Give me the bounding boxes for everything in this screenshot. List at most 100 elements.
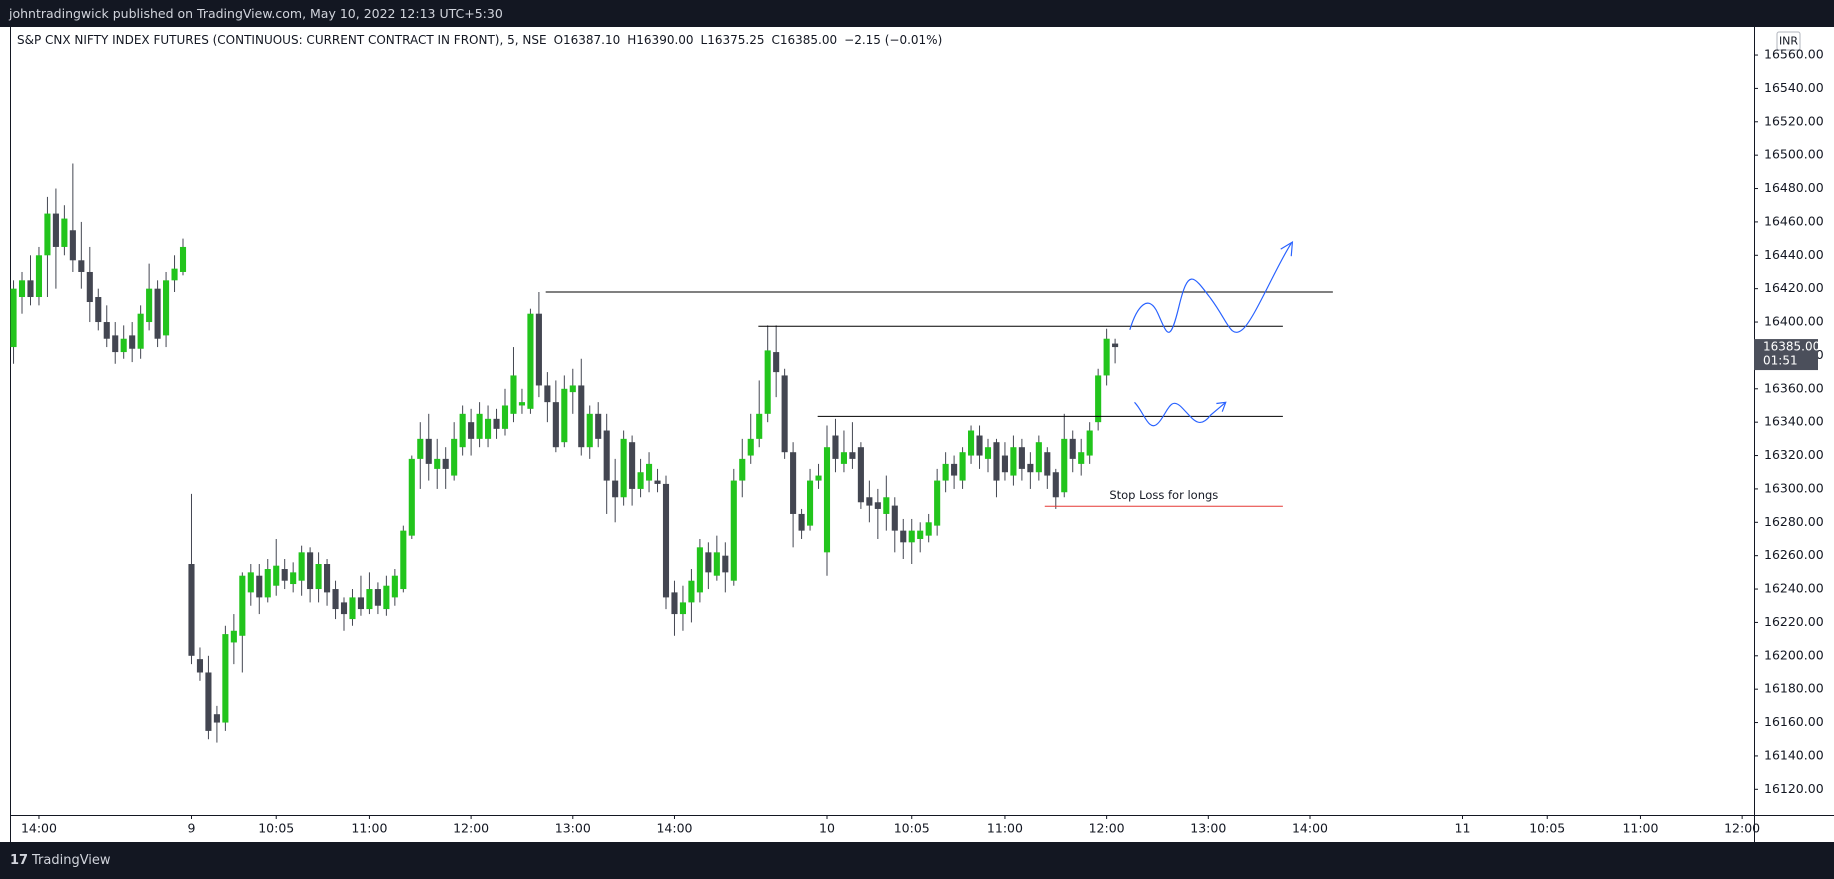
candle-body <box>646 463 653 481</box>
candle-body <box>713 552 720 576</box>
candle-body <box>908 530 915 543</box>
publish-bar: johntradingwick published on TradingView… <box>0 0 1834 27</box>
candle-body <box>959 452 966 481</box>
candle-body <box>671 592 678 615</box>
y-tick-label: 16200.00 <box>1764 647 1824 662</box>
candle-body <box>544 385 551 403</box>
x-tick-label: 14:00 <box>656 821 692 836</box>
candle-body <box>256 575 263 598</box>
candle-body <box>52 213 59 247</box>
x-tick-label: 11 <box>1455 821 1471 836</box>
candle-body <box>1086 430 1093 456</box>
x-tick-label: 14:00 <box>21 821 57 836</box>
candle-body <box>307 552 314 590</box>
candle-body <box>967 430 975 456</box>
candle-body <box>934 480 941 526</box>
candle-body <box>137 313 144 349</box>
x-tick-label: 10:05 <box>1529 821 1565 836</box>
candle-body <box>654 480 661 484</box>
candle-body <box>637 472 644 489</box>
candle-body <box>866 497 873 506</box>
candle-body <box>1069 438 1076 459</box>
candle-body <box>95 297 102 323</box>
candle-body <box>518 402 526 406</box>
candle-body <box>1061 438 1068 493</box>
candle-body <box>586 413 593 448</box>
x-tick-label: 11:00 <box>1622 821 1658 836</box>
candle-body <box>722 555 729 573</box>
candle-body <box>510 375 517 414</box>
candle-body <box>27 280 34 298</box>
y-tick-label: 16560.00 <box>1764 47 1824 62</box>
candle-body <box>493 418 500 429</box>
currency-box[interactable] <box>1776 31 1801 51</box>
candle-body <box>747 438 754 456</box>
chart-background <box>0 27 1834 842</box>
candle-body <box>501 405 509 429</box>
y-tick-label: 16520.00 <box>1764 113 1824 128</box>
y-tick-label: 16500.00 <box>1764 147 1824 162</box>
forecast-path <box>1134 401 1227 427</box>
candle-body <box>629 442 636 489</box>
candle-body <box>900 530 907 543</box>
candle-body <box>213 714 220 723</box>
candle-body <box>1052 472 1059 498</box>
candle-body <box>984 447 992 459</box>
candle-body <box>578 385 585 448</box>
candle-body <box>222 634 229 723</box>
x-tick-label: 10:05 <box>258 821 294 836</box>
candle-body <box>442 458 449 469</box>
candle-body <box>730 480 737 581</box>
candle-body <box>620 438 627 498</box>
candle-body <box>612 480 619 498</box>
brand[interactable]: TradingView <box>32 853 111 868</box>
logo[interactable]: 17 <box>10 853 29 868</box>
candle-body <box>154 288 161 339</box>
candle-body <box>103 322 110 339</box>
x-tick-label: 14:00 <box>1292 821 1328 836</box>
countdown-label: 01:51 <box>1763 354 1798 368</box>
symbol-name: S&P CNX NIFTY INDEX FUTURES (CONTINUOUS:… <box>17 33 547 47</box>
candle-body <box>78 260 85 272</box>
last-price-label: 16385.00 <box>1763 340 1820 354</box>
forecast-drawings <box>1129 241 1294 427</box>
candle-body <box>705 552 712 573</box>
candle-body <box>425 438 432 464</box>
candle-body <box>1001 455 1008 473</box>
candle-body <box>790 452 797 514</box>
x-tick-label: 12:00 <box>453 821 489 836</box>
candle-body <box>942 463 949 481</box>
candle-body <box>188 564 195 656</box>
forecast-arrow <box>1216 401 1227 412</box>
y-tick-label: 16480.00 <box>1764 180 1824 195</box>
candle-body <box>357 597 365 610</box>
candle-body <box>857 447 864 503</box>
candle-body <box>696 547 703 593</box>
y-tick-label: 16340.00 <box>1764 414 1824 429</box>
candle-body <box>86 271 93 303</box>
candle-body <box>315 564 322 590</box>
publish-info: johntradingwick published on TradingView… <box>9 6 503 21</box>
candle-body <box>603 430 610 481</box>
candle-body <box>1112 343 1119 348</box>
candle-body <box>239 575 246 636</box>
candle-body <box>340 602 348 615</box>
x-tick-label: 13:00 <box>555 821 591 836</box>
candle-body <box>383 585 390 610</box>
x-tick-label: 12:00 <box>1089 821 1125 836</box>
candle-body <box>925 522 932 536</box>
y-tick-label: 16300.00 <box>1764 480 1824 495</box>
forecast-path <box>1129 242 1292 333</box>
candle-body <box>417 438 424 459</box>
candle-body <box>552 402 559 448</box>
candle-body <box>849 452 856 459</box>
candle-body <box>874 502 881 509</box>
candle-body <box>179 246 187 272</box>
candle-body <box>451 438 458 476</box>
candle-body <box>1095 375 1102 423</box>
candle-body <box>18 280 26 298</box>
x-tick-label: 11:00 <box>987 821 1023 836</box>
candle-body <box>815 475 822 481</box>
candle-body <box>120 338 127 353</box>
candle-body <box>891 505 898 531</box>
